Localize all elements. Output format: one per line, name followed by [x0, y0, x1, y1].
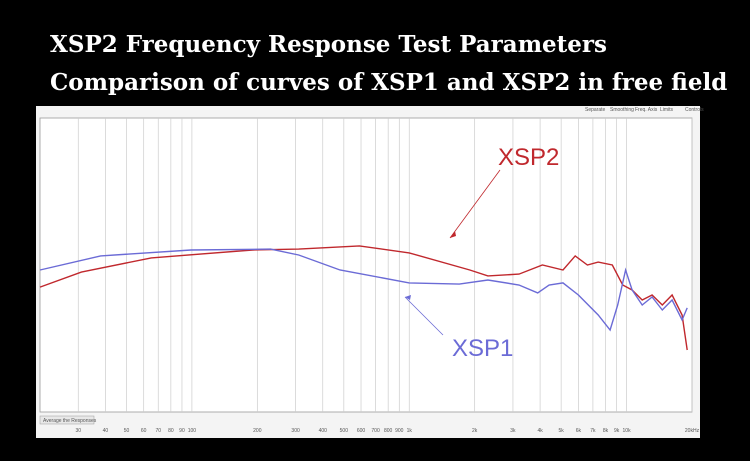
x-tick-label: 500 [340, 428, 349, 434]
chart-title: XSP2 Frequency Response Test Parameters [50, 31, 607, 58]
x-tick-label: 30 [75, 428, 81, 434]
arrow-head [450, 231, 456, 238]
series-line [39, 248, 688, 332]
x-tick-label: 60 [141, 428, 147, 434]
button[interactable] [39, 415, 95, 425]
x-tick-label: 9k [614, 428, 620, 434]
x-tick-label: 2k [472, 428, 478, 434]
x-tick-label: 50 [124, 428, 130, 434]
x-tick-label: 800 [384, 428, 393, 434]
chart-subtitle: Comparison of curves of XSP1 and XSP2 in… [50, 69, 727, 96]
series-line [39, 245, 688, 351]
x-tick-label: 400 [319, 428, 328, 434]
arrow-head [405, 295, 411, 300]
toolbar-item[interactable]: Smoothing [610, 107, 634, 113]
x-tick-label: 700 [371, 428, 380, 434]
x-tick-label: 900 [395, 428, 404, 434]
x-tick-label: 10k [623, 428, 632, 434]
x-tick-label: 1k [407, 428, 413, 434]
x-tick-label: 4k [537, 428, 543, 434]
x-tick-label: 90 [179, 428, 185, 434]
x-tick-label: 5k [559, 428, 565, 434]
x-tick-label: 6k [576, 428, 582, 434]
x-tick-label: 3k [510, 428, 516, 434]
annotation-arrow [404, 296, 444, 336]
x-tick-label: 8k [603, 428, 609, 434]
annotation-arrow [449, 169, 501, 239]
toolbar-item[interactable]: Limits [660, 107, 674, 113]
x-tick-label: 80 [168, 428, 174, 434]
x-tick-label: 300 [291, 428, 300, 434]
annotation: XSP1 [452, 335, 513, 362]
annotation: XSP2 [498, 144, 559, 171]
x-tick-label: 600 [357, 428, 366, 434]
x-tick-label: 7k [590, 428, 596, 434]
toolbar-item[interactable]: Controls [685, 107, 704, 113]
button-label: Average the Responses [43, 418, 97, 424]
x-tick-label: 200 [253, 428, 262, 434]
x-tick-label: 40 [103, 428, 109, 434]
x-tick-label: 20kHz [685, 428, 700, 434]
plot-area [39, 117, 693, 413]
x-tick-label: 100 [188, 428, 197, 434]
toolbar-item[interactable]: Freq. Axis [635, 107, 658, 113]
x-tick-label: 70 [155, 428, 161, 434]
toolbar-item[interactable]: Separate [585, 107, 606, 113]
